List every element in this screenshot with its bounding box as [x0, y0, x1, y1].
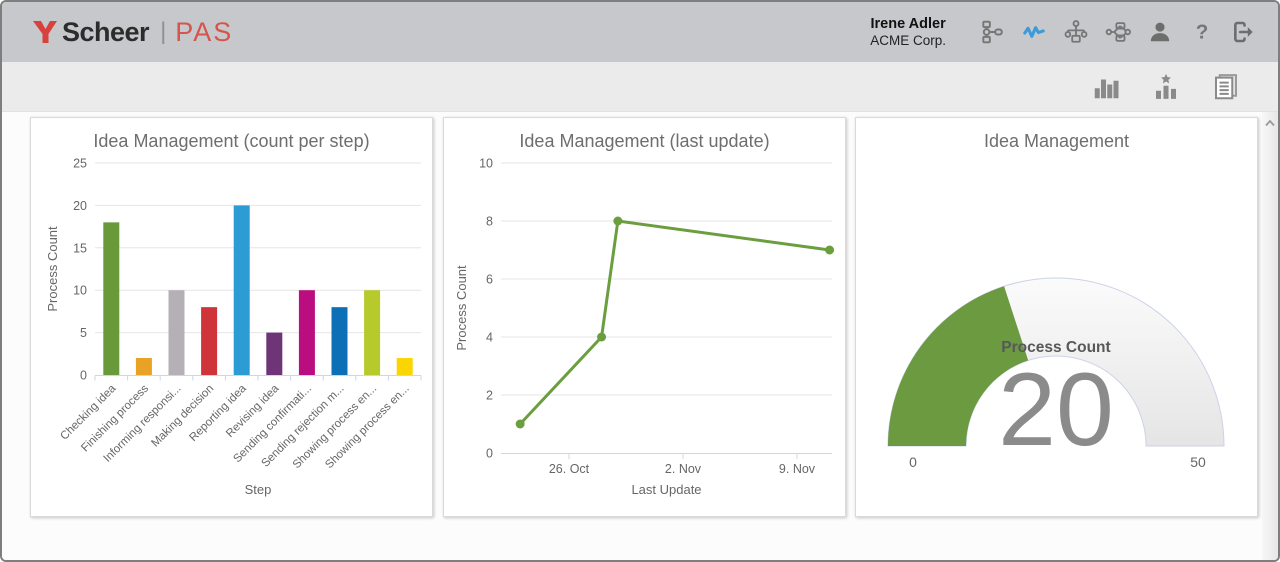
- svg-text:6: 6: [486, 273, 493, 287]
- dashboard-toolbar: [2, 62, 1278, 112]
- brand-name: Scheer: [62, 16, 150, 47]
- gauge-chart-panel: Process Count 20 0 50 Idea Management: [855, 117, 1258, 517]
- bar-chart-title: Idea Management (count per step): [93, 131, 370, 151]
- user-organization: ACME Corp.: [870, 32, 946, 48]
- svg-text:50: 50: [1190, 454, 1206, 470]
- svg-text:Process Count: Process Count: [1001, 339, 1110, 356]
- svg-text:25: 25: [73, 157, 87, 171]
- svg-text:26. Oct: 26. Oct: [549, 462, 590, 476]
- user-name: Irene Adler: [870, 15, 946, 32]
- svg-text:0: 0: [80, 369, 87, 383]
- user-info: Irene Adler ACME Corp.: [870, 15, 946, 50]
- process-diagram-icon[interactable]: [1104, 18, 1132, 46]
- svg-text:2: 2: [486, 389, 493, 403]
- help-icon[interactable]: ?: [1188, 18, 1216, 46]
- sitemap-icon[interactable]: [1062, 18, 1090, 46]
- logout-icon[interactable]: [1230, 18, 1258, 46]
- user-icon[interactable]: [1146, 18, 1174, 46]
- dashboard-main: 0 5 10 15 20 25 Checking idea Finishing process…: [2, 112, 1278, 560]
- svg-text:0: 0: [909, 454, 917, 470]
- app-header: Scheer | PAS Irene Adler ACME Corp.: [2, 2, 1278, 62]
- svg-text:20: 20: [998, 352, 1114, 468]
- scroll-up-icon[interactable]: [1264, 118, 1276, 128]
- ranking-chart-icon[interactable]: [1150, 71, 1182, 103]
- svg-text:10: 10: [73, 284, 87, 298]
- svg-text:8: 8: [486, 215, 493, 229]
- line-chart-panel: 0 2 4 6 8 10 26. Oct 2. Nov 9. Nov Last Update Pro…: [443, 117, 846, 517]
- logo-separator: |: [160, 18, 167, 45]
- svg-text:9. Nov: 9. Nov: [779, 462, 816, 476]
- scheer-pas-logo: Scheer | PAS: [32, 17, 233, 48]
- monitoring-pulse-icon[interactable]: [1020, 18, 1048, 46]
- svg-text:Checking idea: Checking idea: [58, 382, 118, 442]
- line-chart-title: Idea Management (last update): [519, 131, 770, 151]
- svg-text:10: 10: [479, 157, 493, 171]
- product-name: PAS: [175, 16, 234, 47]
- svg-text:Step: Step: [245, 482, 272, 497]
- process-steps-icon[interactable]: [978, 18, 1006, 46]
- svg-text:Process Count: Process Count: [454, 265, 469, 351]
- svg-text:0: 0: [486, 447, 493, 461]
- svg-text:20: 20: [73, 199, 87, 213]
- scheer-logo-mark: [33, 21, 57, 43]
- svg-text:?: ?: [1196, 21, 1209, 44]
- svg-text:5: 5: [80, 326, 87, 340]
- svg-text:Process Count: Process Count: [45, 226, 60, 312]
- svg-text:Last Update: Last Update: [631, 482, 701, 497]
- svg-text:Reporting idea: Reporting idea: [187, 382, 249, 444]
- line-chart: 0 2 4 6 8 10 26. Oct 2. Nov 9. Nov Last Update Pro…: [454, 157, 835, 497]
- svg-text:4: 4: [486, 331, 493, 345]
- column-chart-icon[interactable]: [1090, 71, 1122, 103]
- svg-text:15: 15: [73, 241, 87, 255]
- report-icon[interactable]: [1210, 71, 1242, 103]
- vertical-scrollbar[interactable]: [1262, 112, 1278, 560]
- gauge-chart-title: Idea Management: [983, 131, 1130, 151]
- bar-chart-panel: 0 5 10 15 20 25 Checking idea Finishing process…: [30, 117, 433, 517]
- svg-text:2. Nov: 2. Nov: [665, 462, 702, 476]
